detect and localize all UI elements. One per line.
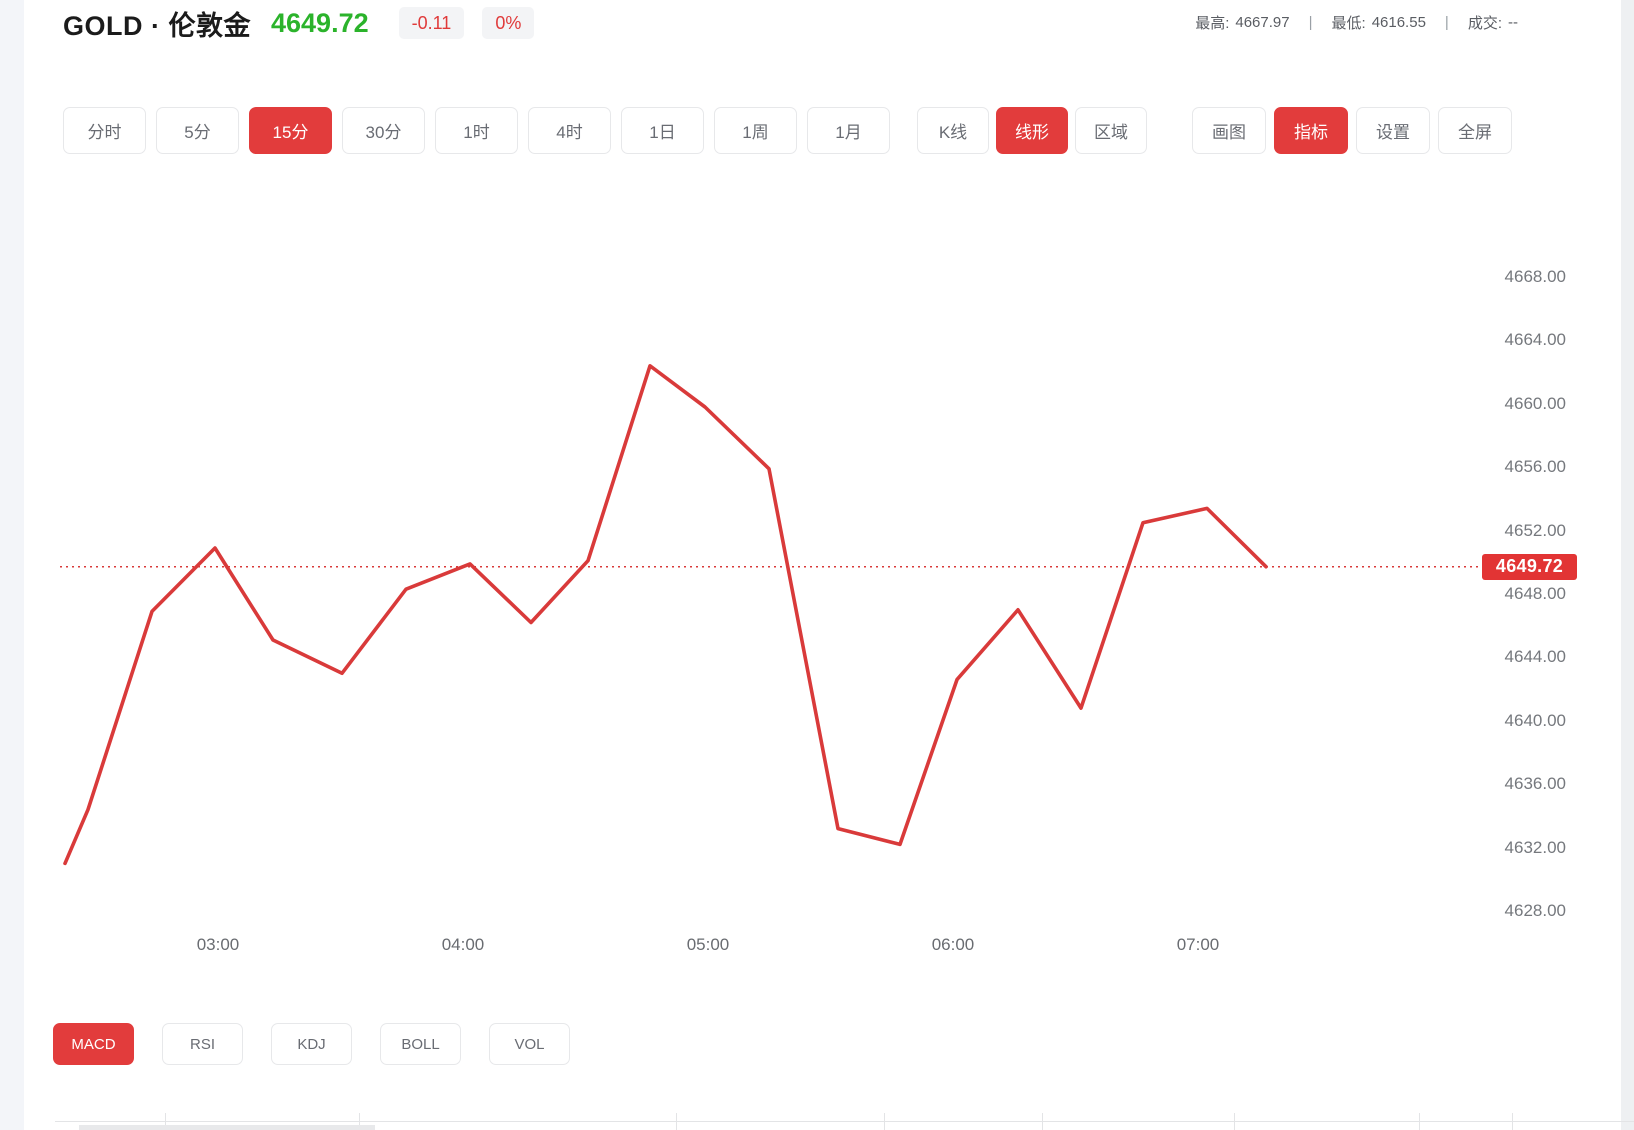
subpanel-grid-tick [1419,1113,1420,1130]
interval-button[interactable]: 5分 [156,107,239,154]
price-line [63,363,1268,866]
indicator-button[interactable]: KDJ [271,1023,352,1065]
subpanel-partial-content [79,1125,375,1130]
subpanel-grid-tick [165,1113,166,1130]
x-axis-label: 04:00 [441,935,485,954]
x-axis-label: 06:00 [931,935,975,954]
chart-type-button[interactable]: 线形 [996,107,1068,154]
change-percent-badge: 0% [482,7,535,39]
interval-button-group: 分时 5分 15分 30分 1时 4时 1日 1周 1月 [63,107,890,154]
tool-button[interactable]: 设置 [1356,107,1430,154]
stat-value: 4616.55 [1371,14,1426,31]
indicator-button[interactable]: MACD [53,1023,134,1065]
x-axis-label: 03:00 [196,935,240,954]
y-axis-label: 4660.00 [1504,393,1566,413]
interval-button[interactable]: 分时 [63,107,146,154]
y-axis-label: 4632.00 [1504,837,1566,857]
indicator-button[interactable]: BOLL [380,1023,461,1065]
chart-type-button[interactable]: 区域 [1075,107,1147,154]
interval-button[interactable]: 1月 [807,107,890,154]
current-price-tag: 4649.72 [1482,553,1577,580]
y-axis-label: 4656.00 [1504,457,1566,477]
stat-label: 最低: [1331,15,1366,32]
header: GOLD · 伦敦金 4649.72 -0.11 0% [63,2,535,44]
subpanel-grid-tick [676,1113,677,1130]
last-price: 4649.72 [271,7,369,38]
interval-button[interactable]: 1日 [621,107,704,154]
indicator-button[interactable]: VOL [489,1023,570,1065]
stat-value: 4667.97 [1235,14,1290,31]
tool-button[interactable]: 指标 [1274,107,1348,154]
y-axis-label: 4636.00 [1504,774,1566,794]
y-axis-label: 4628.00 [1504,901,1566,920]
subpanel-grid-tick [884,1113,885,1130]
interval-button[interactable]: 1时 [435,107,518,154]
change-badge: -0.11 [398,7,465,39]
y-axis-label: 4640.00 [1504,710,1566,730]
subpanel-grid-tick [1042,1113,1043,1130]
interval-button[interactable]: 15分 [249,107,332,154]
y-axis-label: 4664.00 [1504,330,1566,350]
subpanel-top-border [55,1121,1634,1122]
symbol-title: GOLD · 伦敦金 [63,10,251,41]
chart-type-button[interactable]: K线 [917,107,989,154]
scrollbar-track[interactable] [1621,0,1634,1130]
left-gutter [0,0,24,1130]
stat-value: -- [1508,14,1518,31]
tool-button[interactable]: 画图 [1192,107,1266,154]
subpanel-grid-tick [1234,1113,1235,1130]
x-axis-label: 07:00 [1176,935,1220,954]
y-axis-label: 4648.00 [1504,584,1566,603]
subpanel-grid-tick [359,1113,360,1130]
chart-type-button-group: K线 线形 区域 [917,107,1147,154]
stat-label: 最高: [1195,15,1230,32]
indicator-button[interactable]: RSI [162,1023,243,1065]
y-axis-label: 4668.00 [1504,267,1566,286]
session-stats: 最高: 4667.97 | 最低: 4616.55 | 成交: -- [1195,12,1518,33]
interval-button[interactable]: 1周 [714,107,797,154]
tool-button-group: 画图 指标 设置 全屏 [1192,107,1512,154]
stat-label: 成交: [1467,15,1502,32]
interval-button[interactable]: 4时 [528,107,611,154]
y-axis-label: 4652.00 [1504,520,1566,540]
subpanel-grid-tick [1512,1113,1513,1130]
stat-separator: | [1444,14,1449,31]
indicator-button-group: MACD RSI KDJ BOLL VOL [53,1023,570,1065]
x-axis-label: 05:00 [686,935,730,954]
stat-separator: | [1308,14,1313,31]
y-axis-label: 4644.00 [1504,647,1566,667]
interval-button[interactable]: 30分 [342,107,425,154]
tool-button[interactable]: 全屏 [1438,107,1512,154]
